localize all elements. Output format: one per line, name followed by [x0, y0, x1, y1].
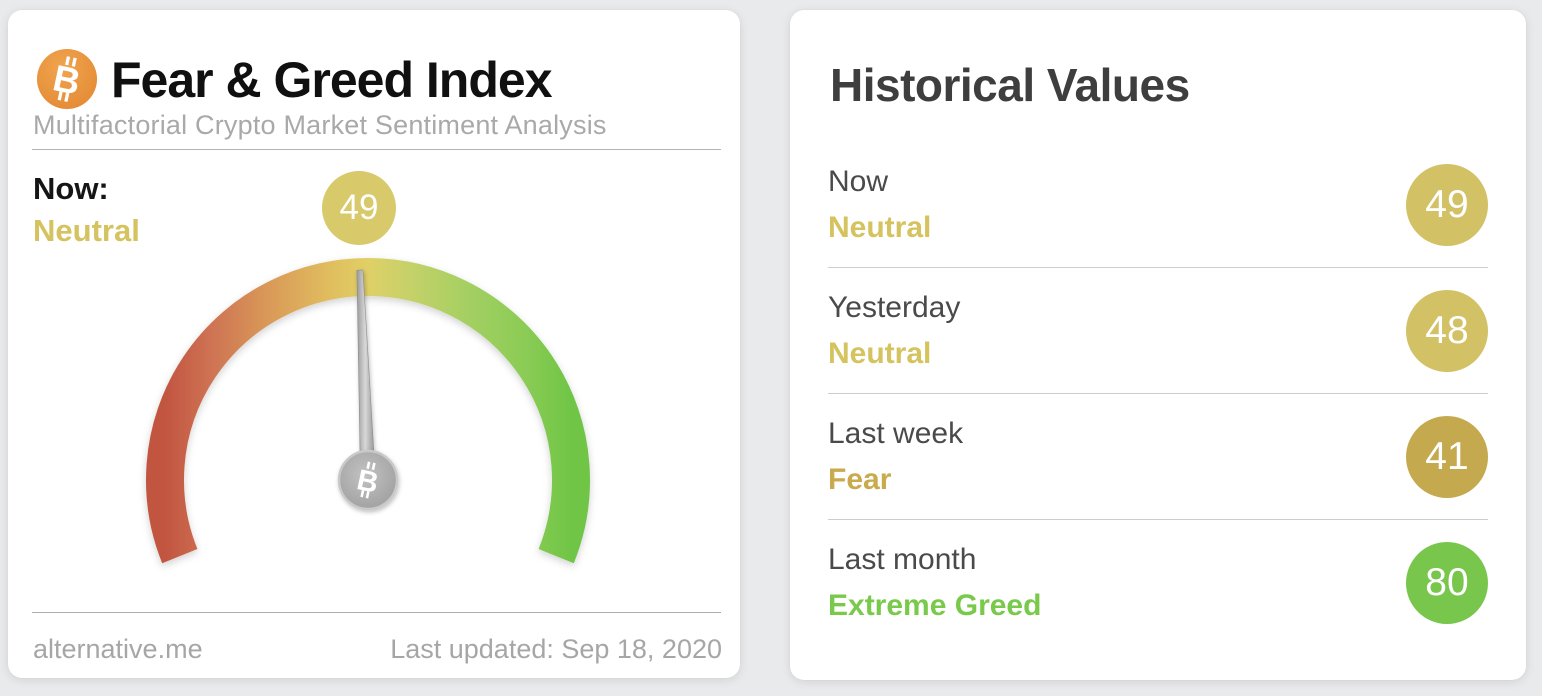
gauge-value-badge: 49	[322, 171, 396, 245]
historical-row: Now Neutral 49	[828, 142, 1488, 268]
source-link[interactable]: alternative.me	[33, 634, 203, 664]
sentiment-gauge: B	[146, 258, 590, 564]
footer-divider	[32, 612, 721, 613]
card-subtitle: Multifactorial Crypto Market Sentiment A…	[33, 110, 607, 140]
current-value-block: Now: Neutral	[33, 168, 140, 252]
bitcoin-logo-icon: B	[36, 48, 98, 110]
bitcoin-hub-icon: B	[337, 449, 399, 511]
row-period-label: Now	[828, 164, 889, 198]
historical-rows: Now Neutral 49 Yesterday Neutral 48 Last…	[828, 142, 1488, 646]
gauge-arc	[146, 258, 590, 564]
fear-greed-card: B Fear & Greed Index Multifactorial Cryp…	[8, 10, 740, 678]
historical-row: Last week Fear 41	[828, 394, 1488, 520]
row-classification: Fear	[828, 462, 892, 496]
historical-values-title: Historical Values	[830, 59, 1190, 111]
last-updated-text: Last updated: Sep 18, 2020	[390, 634, 722, 664]
historical-values-card: Historical Values Now Neutral 49 Yesterd…	[790, 10, 1526, 680]
card-title: Fear & Greed Index	[111, 52, 552, 108]
row-classification: Neutral	[828, 336, 932, 370]
row-classification: Neutral	[828, 210, 932, 244]
row-value-badge: 41	[1406, 415, 1488, 498]
row-classification: Extreme Greed	[828, 589, 1042, 622]
card-footer: alternative.me Last updated: Sep 18, 202…	[33, 634, 722, 665]
row-value-badge: 48	[1406, 289, 1488, 372]
gauge-needle	[356, 269, 376, 481]
header-divider	[32, 149, 721, 150]
row-period-label: Last month	[828, 543, 977, 576]
now-classification: Neutral	[33, 213, 140, 248]
row-period-label: Last week	[828, 416, 964, 450]
now-label: Now:	[33, 171, 109, 206]
row-period-label: Yesterday	[828, 290, 961, 324]
row-value-badge: 49	[1406, 163, 1488, 246]
row-value-badge: 80	[1406, 542, 1488, 624]
historical-row: Yesterday Neutral 48	[828, 268, 1488, 394]
historical-row: Last month Extreme Greed 80	[828, 520, 1488, 646]
